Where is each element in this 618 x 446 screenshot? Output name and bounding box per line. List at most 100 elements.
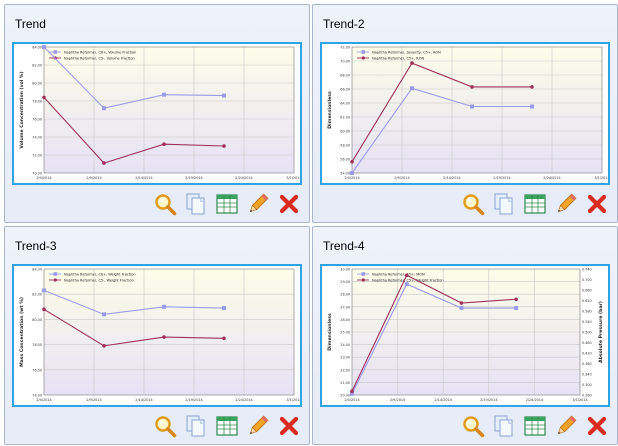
x-tick-label: 2/9/2014 [86, 176, 101, 180]
chart-frame[interactable]: 54.00 56.00 58.00 60.00 62.00 64.00 66.00 68.00… [320, 42, 610, 185]
panel-title: Trend-4 [323, 239, 365, 253]
legend-entry: Naphtha Reformer, C5+, Weight Fraction [372, 278, 444, 282]
y-tick-label: 29.00 [340, 280, 350, 284]
y2-tick-label: 0.460 [582, 341, 592, 345]
panel-toolbar [460, 192, 609, 216]
y-tick-label: 80.00 [32, 318, 42, 322]
x-tick-label: 2/14/2014 [443, 176, 460, 180]
data-point [222, 93, 226, 98]
legend-marker [53, 278, 57, 282]
y-tick-label: 58.00 [340, 144, 350, 148]
y-tick-label: 82.00 [32, 293, 42, 297]
chart-frame[interactable]: 70.00 72.00 74.00 76.00 78.00 80.00 82.00 84.00… [12, 42, 302, 185]
magnifier-icon [461, 192, 485, 216]
plot-border [351, 46, 603, 174]
legend-marker [361, 272, 366, 276]
delete-button[interactable] [276, 414, 301, 438]
y2-tick-label: 0.500 [582, 331, 592, 335]
delete-button[interactable] [584, 192, 609, 216]
y2-tick-label: 0.300 [582, 383, 592, 387]
data-point [42, 307, 46, 312]
x-tick-label: 2/9/2014 [86, 398, 101, 402]
chart-frame[interactable]: 20.00 21.00 22.00 23.00 24.00 25.00 26.00 27.00… [320, 264, 610, 407]
table-icon [215, 192, 239, 216]
data-table-button[interactable] [214, 192, 239, 216]
legend-entry: Naphtha Reformer, C5-, Volume Fraction [64, 56, 135, 60]
data-point [162, 92, 166, 97]
copy-icon [492, 414, 516, 438]
y-tick-label: 68.00 [340, 74, 350, 78]
copy-button[interactable] [491, 192, 516, 216]
panel-title: Trend-2 [323, 17, 365, 31]
data-point [410, 61, 414, 65]
x-tick-label: 3/1/2014 [572, 398, 587, 402]
x-tick-label: 2/14/2014 [435, 398, 452, 402]
data-point [459, 301, 464, 305]
y-tick-label: 66.00 [340, 88, 350, 92]
y2-axis-label: Absolute Pressure (bar) [598, 301, 604, 363]
y-tick-label: 72.00 [340, 46, 350, 50]
chart-frame[interactable]: 74.00 76.00 78.00 80.00 82.00 84.00 2/4/2014 2/… [12, 264, 302, 407]
x-tick-label: 2/19/2014 [185, 398, 202, 402]
y-tick-label: 76.00 [32, 118, 42, 122]
legend-marker [53, 50, 58, 54]
data-table-button[interactable] [214, 414, 239, 438]
x-tick-label: 2/24/2014 [543, 176, 560, 180]
edit-button[interactable] [553, 192, 578, 216]
y-tick-label: 84.00 [32, 268, 42, 272]
y2-tick-label: 0.420 [582, 352, 592, 356]
delete-button[interactable] [584, 414, 609, 438]
zoom-button[interactable] [152, 414, 177, 438]
data-point [470, 85, 474, 89]
data-point [222, 306, 226, 311]
panel-toolbar [460, 414, 609, 438]
x-tick-label: 2/19/2014 [493, 176, 510, 180]
y-tick-label: 60.00 [340, 130, 350, 134]
x-tick-label: 2/19/2014 [480, 398, 497, 402]
x-tick-label: 2/9/2014 [394, 176, 409, 180]
zoom-button[interactable] [460, 192, 485, 216]
edit-button[interactable] [245, 414, 270, 438]
data-point [222, 144, 226, 148]
y-tick-label: 26.00 [340, 318, 350, 322]
series-line-2 [43, 308, 225, 347]
legend-marker [361, 278, 365, 282]
data-point [42, 45, 46, 49]
delete-icon [277, 414, 301, 438]
data-table-button[interactable] [522, 192, 547, 216]
x-tick-label: 2/4/2014 [36, 176, 51, 180]
y-tick-label: 72.00 [32, 154, 42, 158]
y-axis-label: Dimensionless [327, 91, 333, 129]
trend-panel-2: Trend-2 54.00 56.00 58.00 60.00 62.00 64.00 66… [312, 4, 618, 223]
y-tick-label: 82.00 [32, 64, 42, 68]
zoom-button[interactable] [460, 414, 485, 438]
series-line-2 [351, 274, 517, 392]
x-tick-label: 3/1/2014 [286, 176, 300, 180]
data-point [350, 391, 354, 396]
y-tick-label: 22.00 [340, 368, 350, 372]
x-tick-label: 2/14/2014 [135, 398, 152, 402]
data-point [102, 106, 106, 111]
series-line-1 [351, 87, 532, 174]
panel-toolbar [152, 192, 301, 216]
y2-tick-label: 0.260 [582, 394, 592, 398]
y-tick-label: 30.00 [340, 268, 350, 272]
y-tick-label: 70.00 [340, 60, 350, 64]
y-tick-label: 78.00 [32, 100, 42, 104]
copy-button[interactable] [491, 414, 516, 438]
copy-button[interactable] [183, 414, 208, 438]
edit-button[interactable] [553, 414, 578, 438]
magnifier-icon [153, 414, 177, 438]
y-tick-label: 84.00 [32, 46, 42, 50]
zoom-button[interactable] [152, 192, 177, 216]
delete-button[interactable] [276, 192, 301, 216]
y-tick-label: 21.00 [340, 381, 350, 385]
data-table-button[interactable] [522, 414, 547, 438]
copy-button[interactable] [183, 192, 208, 216]
data-point [459, 306, 464, 311]
delete-icon [585, 192, 609, 216]
pencil-icon [554, 192, 578, 216]
edit-button[interactable] [245, 192, 270, 216]
data-point [42, 95, 46, 100]
copy-icon [184, 414, 208, 438]
